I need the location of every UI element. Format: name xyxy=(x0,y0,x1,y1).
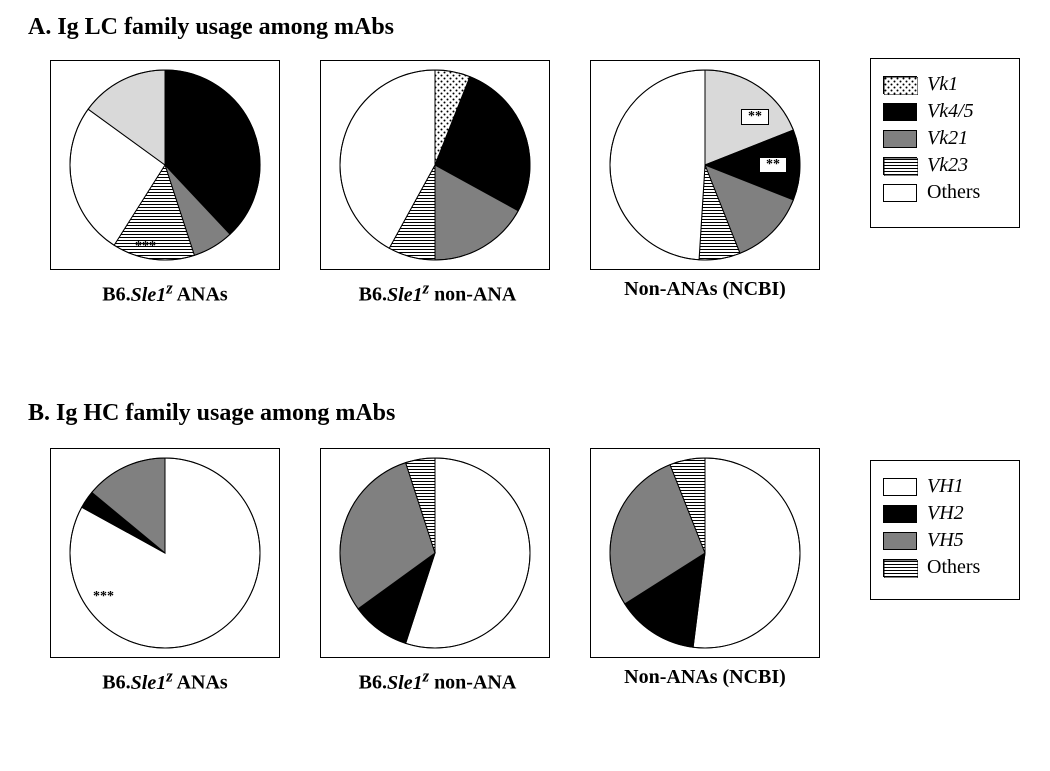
legend-swatch xyxy=(883,532,917,550)
caption-a2: B6.Sle1z non-ANA xyxy=(310,278,565,307)
significance-annotation: *** xyxy=(135,239,156,255)
significance-annotation: ** xyxy=(741,109,769,125)
legend-item: Others xyxy=(883,181,1007,204)
pie-svg xyxy=(338,68,532,262)
legend-item: VH2 xyxy=(883,502,1007,525)
section-b-title: B. Ig HC family usage among mAbs xyxy=(28,400,395,427)
caption-a1: B6.Sle1z ANAs xyxy=(50,278,280,307)
legend-item: Vk23 xyxy=(883,154,1007,177)
legend-item: VH1 xyxy=(883,475,1007,498)
pie-box-b2 xyxy=(320,448,550,658)
pie-svg xyxy=(68,68,262,262)
caption-b2: B6.Sle1z non-ANA xyxy=(310,666,565,695)
pie-box-a3: ** ** xyxy=(590,60,820,270)
caption-b1: B6.Sle1z ANAs xyxy=(50,666,280,695)
pie-svg xyxy=(338,456,532,650)
caption-b3: Non-ANAs (NCBI) xyxy=(580,666,830,689)
legend-swatch xyxy=(883,184,917,202)
legend-swatch xyxy=(883,478,917,496)
legend-label: Others xyxy=(927,181,980,204)
legend-label: Others xyxy=(927,556,980,579)
legend-label: VH1 xyxy=(927,475,964,498)
significance-annotation: ** xyxy=(759,157,787,173)
legend-b: VH1 VH2 VH5 Others xyxy=(870,460,1020,600)
legend-label: VH5 xyxy=(927,529,964,552)
pie-box-a2 xyxy=(320,60,550,270)
pie-box-b1: *** xyxy=(50,448,280,658)
caption-a3: Non-ANAs (NCBI) xyxy=(580,278,830,301)
legend-label: Vk4/5 xyxy=(927,100,974,123)
legend-item: Vk21 xyxy=(883,127,1007,150)
legend-item: Vk1 xyxy=(883,73,1007,96)
figure-page: { "canvas": { "width": 1050, "height": 7… xyxy=(0,0,1050,771)
legend-swatch xyxy=(883,157,917,175)
legend-label: Vk23 xyxy=(927,154,968,177)
legend-swatch xyxy=(883,76,917,94)
legend-swatch xyxy=(883,505,917,523)
legend-label: Vk1 xyxy=(927,73,958,96)
legend-swatch xyxy=(883,130,917,148)
pie-svg xyxy=(608,456,802,650)
pie-box-b3 xyxy=(590,448,820,658)
legend-swatch xyxy=(883,103,917,121)
pie-svg xyxy=(68,456,262,650)
legend-label: VH2 xyxy=(927,502,964,525)
legend-item: Others xyxy=(883,556,1007,579)
legend-label: Vk21 xyxy=(927,127,968,150)
legend-item: Vk4/5 xyxy=(883,100,1007,123)
significance-annotation: *** xyxy=(93,589,114,605)
legend-item: VH5 xyxy=(883,529,1007,552)
legend-swatch xyxy=(883,559,917,577)
section-a-title: A. Ig LC family usage among mAbs xyxy=(28,14,394,41)
legend-a: Vk1 Vk4/5 Vk21 Vk23 Others xyxy=(870,58,1020,228)
pie-box-a1: *** xyxy=(50,60,280,270)
